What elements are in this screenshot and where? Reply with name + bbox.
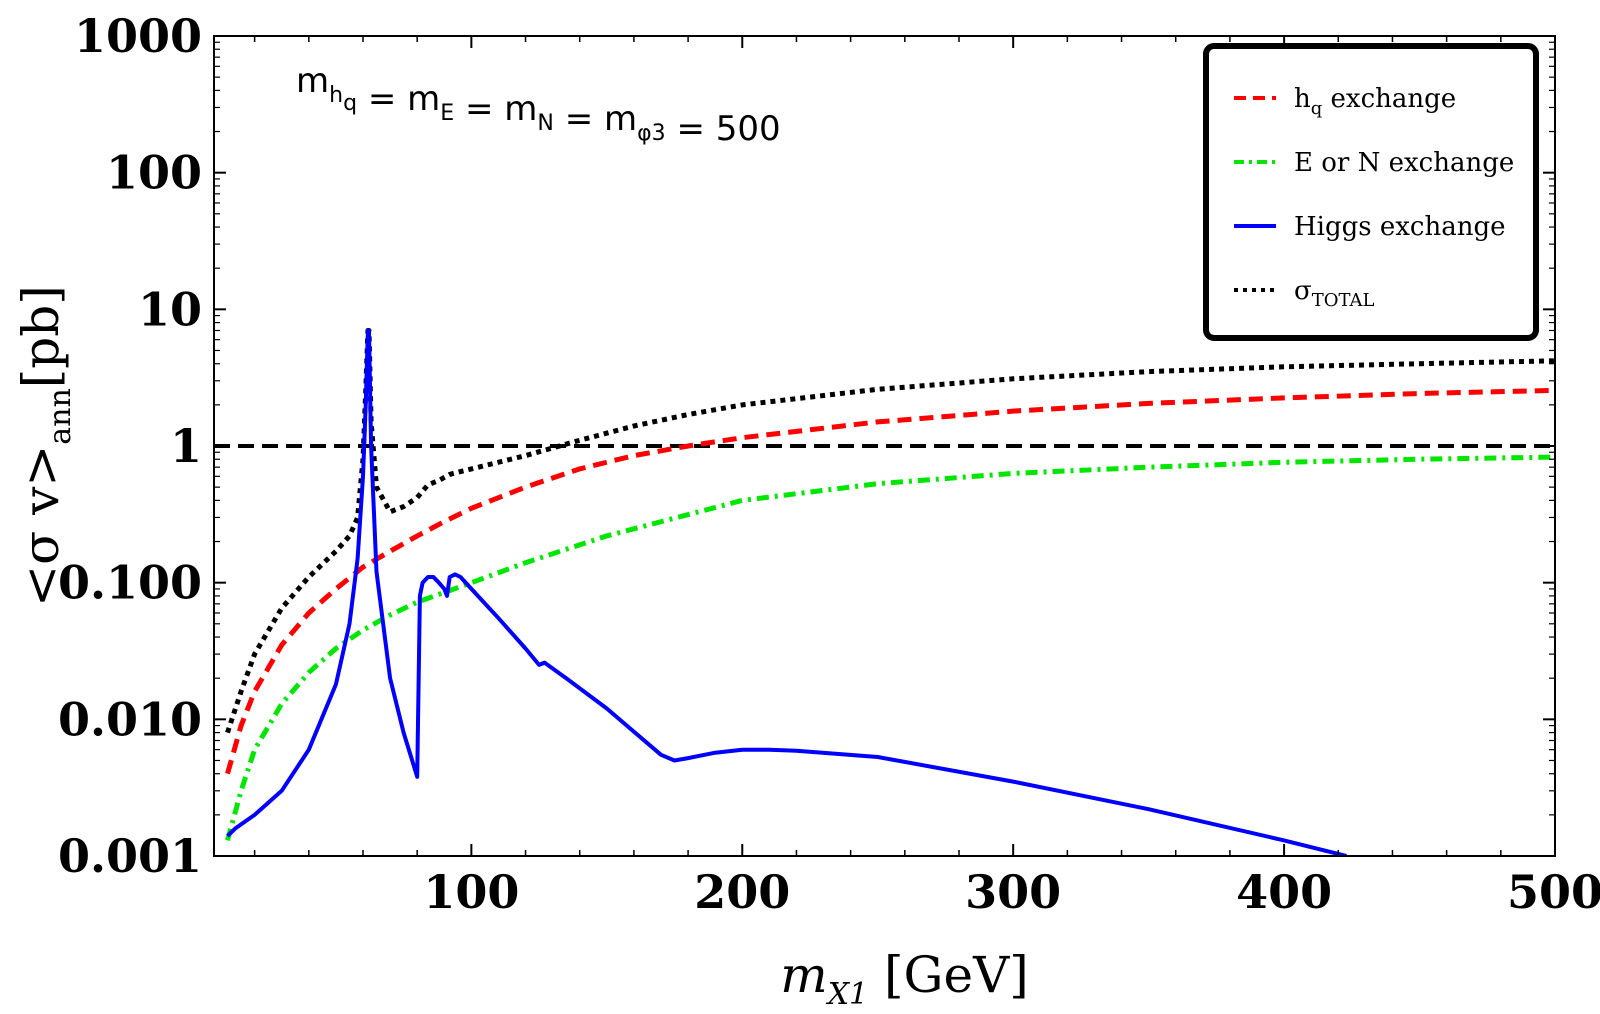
x-axis-title: mX1 [GeV]: [780, 946, 1028, 1012]
x-tick-label: 400: [1236, 865, 1332, 919]
annotation-part: = m: [554, 99, 637, 139]
x-axis-title-main: m: [780, 946, 827, 1004]
legend: hq exchange E or N exchange Higgs exchange…: [1203, 43, 1539, 341]
annotation-sub: E: [440, 101, 454, 126]
series-line-hq-exchange: [225, 387, 1555, 775]
annotation-part: = 500: [666, 109, 781, 149]
annotation-part: = m: [357, 79, 440, 119]
x-tick-label: 100: [423, 865, 519, 919]
legend-label-rest: exchange: [1322, 84, 1456, 114]
series-line-higgs-exchange: [226, 328, 1347, 856]
legend-label-main: σ: [1294, 276, 1312, 306]
annotation: mhq = mE = mN = mφ3 = 500: [296, 61, 781, 149]
annotation-part: = m: [454, 89, 537, 129]
y-axis-title: <σ v>ann[pb]: [12, 285, 78, 607]
legend-label-main: Higgs exchange: [1294, 212, 1506, 242]
x-axis-title-sub: X1: [826, 977, 868, 1012]
y-tick-label: 10: [138, 282, 202, 336]
y-axis-title-main: <σ v>: [12, 445, 70, 607]
legend-box: [1203, 43, 1539, 341]
series-layer: [214, 328, 1555, 856]
x-tick-label: 500: [1507, 865, 1600, 919]
legend-label: E or N exchange: [1294, 148, 1514, 178]
y-axis-title-sub: ann: [43, 388, 78, 445]
legend-label: σTOTAL: [1294, 276, 1375, 311]
annotation-sub: N: [537, 111, 553, 136]
annotation-part: m: [296, 61, 329, 101]
annotation-text: mhq = mE = mN = mφ3 = 500: [296, 61, 781, 149]
series-line-e-or-n-exchange: [225, 454, 1555, 842]
legend-label-main: E or N exchange: [1294, 148, 1514, 178]
y-axis-title-unit: [pb]: [12, 285, 70, 388]
y-tick-label: 1000: [74, 9, 202, 63]
legend-label: hq exchange: [1294, 84, 1456, 119]
legend-label-main: h: [1294, 84, 1311, 114]
y-tick-label: 0.100: [58, 556, 202, 610]
annotation-subsub: q: [343, 91, 357, 116]
legend-label-sub: TOTAL: [1312, 290, 1375, 311]
x-axis-title-unit: [GeV]: [868, 946, 1029, 1004]
axis-labels: mX1 [GeV] <σ v>ann[pb]: [12, 285, 1029, 1012]
y-tick-label: 0.001: [58, 829, 202, 883]
x-tick-label: 200: [694, 865, 790, 919]
y-tick-label: 0.010: [58, 692, 202, 746]
annotation-sub: h: [329, 83, 343, 108]
y-tick-label: 100: [106, 146, 202, 200]
y-tick-label: 1: [170, 419, 202, 473]
ticks: 100 200 300 400 500 0.001 0.010 0.100 1 10 100 1000: [58, 9, 1600, 919]
series-line--total: [225, 328, 1555, 734]
legend-label: Higgs exchange: [1294, 212, 1506, 242]
x-tick-label: 300: [965, 865, 1061, 919]
annotation-sub: φ3: [637, 121, 666, 146]
legend-label-sub: q: [1311, 98, 1323, 119]
